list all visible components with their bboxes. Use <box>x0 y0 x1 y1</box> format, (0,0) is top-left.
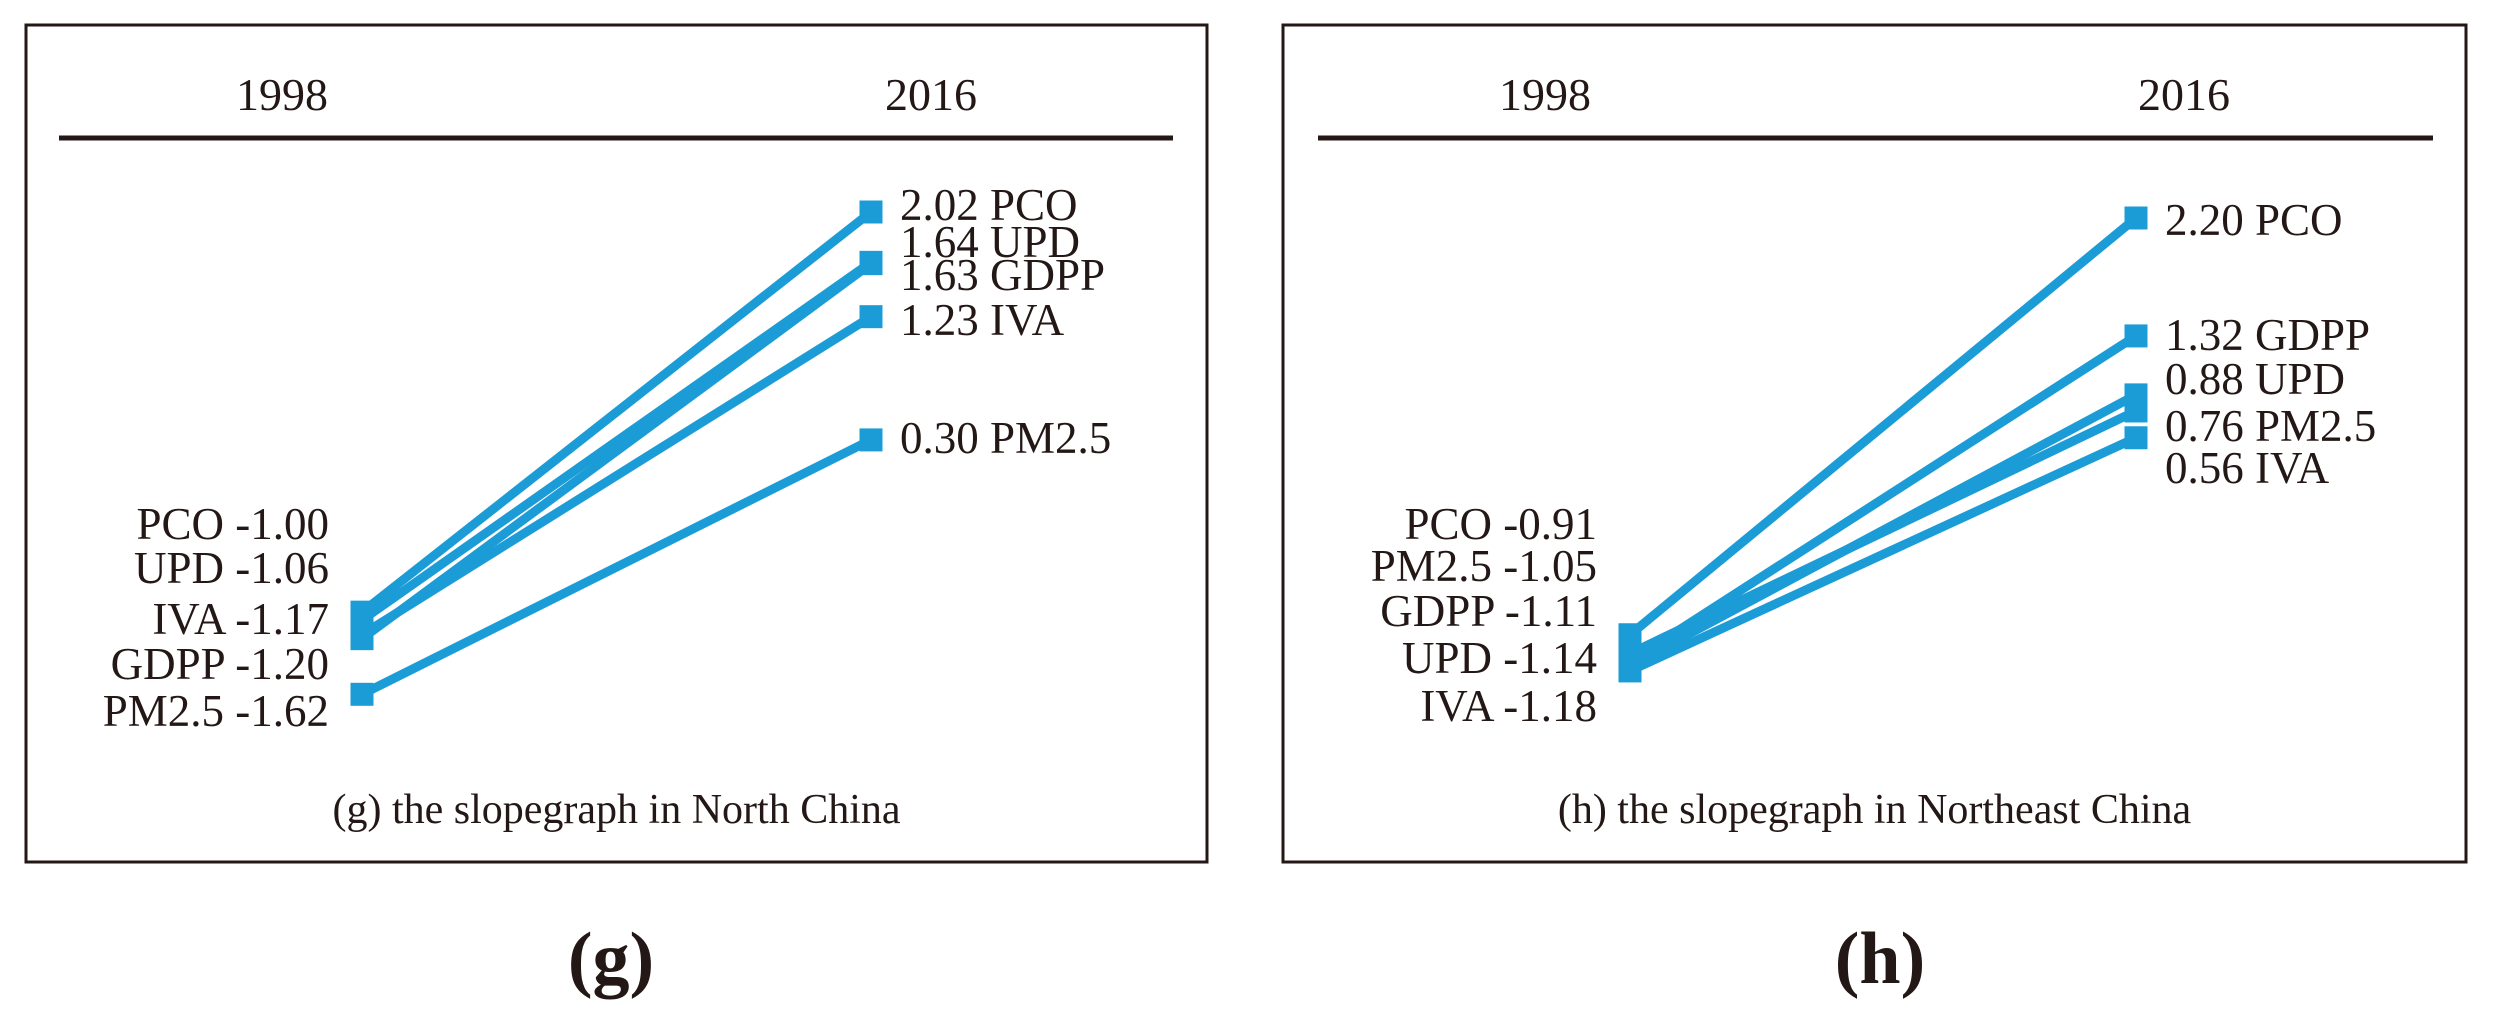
point-label-left-PCO: PCO -1.00 <box>136 499 329 549</box>
panel-border <box>1281 23 2468 864</box>
panel-border <box>24 23 1209 864</box>
panel-caption-g: (g) the slopegraph in North China <box>332 787 900 833</box>
column-header-1998: 1998 <box>1499 69 1591 120</box>
point-label-right-GDPP: 1.32 GDPP <box>2165 310 2370 360</box>
point-label-right-UPD: 0.88 UPD <box>2165 354 2345 404</box>
slope-line-UPD <box>1627 390 2139 670</box>
point-label-left-PM2.5: PM2.5 -1.05 <box>1371 541 1597 591</box>
point-label-right-IVA: 0.56 IVA <box>2165 443 2330 493</box>
marker-GDPP-2016 <box>859 252 883 276</box>
marker-IVA-2016 <box>859 305 883 329</box>
slope-line-GDPP <box>359 260 874 643</box>
slope-line-IVA <box>1628 433 2138 676</box>
point-label-left-UPD: UPD -1.06 <box>134 543 329 593</box>
marker-IVA-2016 <box>2124 426 2148 450</box>
column-header-2016: 2016 <box>2138 69 2230 120</box>
figure-label-h: (h) <box>1835 918 1925 1000</box>
marker-IVA-1998 <box>1618 659 1642 683</box>
point-label-right-IVA: 1.23 IVA <box>900 295 1065 345</box>
point-label-left-GDPP: GDPP -1.11 <box>1380 586 1597 636</box>
point-label-right-PCO: 2.20 PCO <box>2165 195 2343 245</box>
slope-line-PM2.5 <box>359 435 874 699</box>
point-label-right-PM2.5: 0.76 PM2.5 <box>2165 401 2376 451</box>
panel-g: 1998 2016 PCO -1.00 2.02 PCO UPD -1.06 1.64 U… <box>24 23 1209 1000</box>
slope-line-PCO <box>359 208 874 616</box>
marker-PCO-1998 <box>1618 623 1642 647</box>
point-label-right-PM2.5: 0.30 PM2.5 <box>900 413 1111 463</box>
slope-line-GDPP <box>1627 332 2139 666</box>
point-label-left-IVA: IVA -1.17 <box>152 594 329 644</box>
marker-UPD-2016 <box>2124 383 2148 407</box>
marker-PCO-2016 <box>2124 206 2148 230</box>
point-label-left-GDPP: GDPP -1.20 <box>111 639 329 689</box>
panel-caption-h: (h) the slopegraph in Northeast China <box>1558 787 2192 833</box>
column-header-1998: 1998 <box>236 69 328 120</box>
marker-PCO-2016 <box>859 200 883 224</box>
point-label-right-UPD: 1.64 UPD <box>900 217 1080 267</box>
marker-PM2.5-1998 <box>350 682 374 706</box>
column-header-2016: 2016 <box>885 69 977 120</box>
point-label-left-IVA: IVA -1.18 <box>1420 681 1597 731</box>
slope-line-PCO <box>1627 214 2139 639</box>
marker-GDPP-1998 <box>350 627 374 651</box>
point-label-left-UPD: UPD -1.14 <box>1402 633 1597 683</box>
point-label-left-PM2.5: PM2.5 -1.62 <box>103 686 329 736</box>
marker-PM2.5-2016 <box>859 428 883 452</box>
point-label-right-PCO: 2.02 PCO <box>900 180 1078 230</box>
point-label-right-GDPP: 1.63 GDPP <box>900 250 1105 300</box>
panel-h: 1998 2016 PCO -0.91 2.20 PCO PM2.5 -1.05 0.76… <box>1281 23 2468 1000</box>
point-label-left-PCO: PCO -0.91 <box>1404 499 1597 549</box>
figure-label-g: (g) <box>568 918 654 1000</box>
marker-GDPP-2016 <box>2124 324 2148 348</box>
